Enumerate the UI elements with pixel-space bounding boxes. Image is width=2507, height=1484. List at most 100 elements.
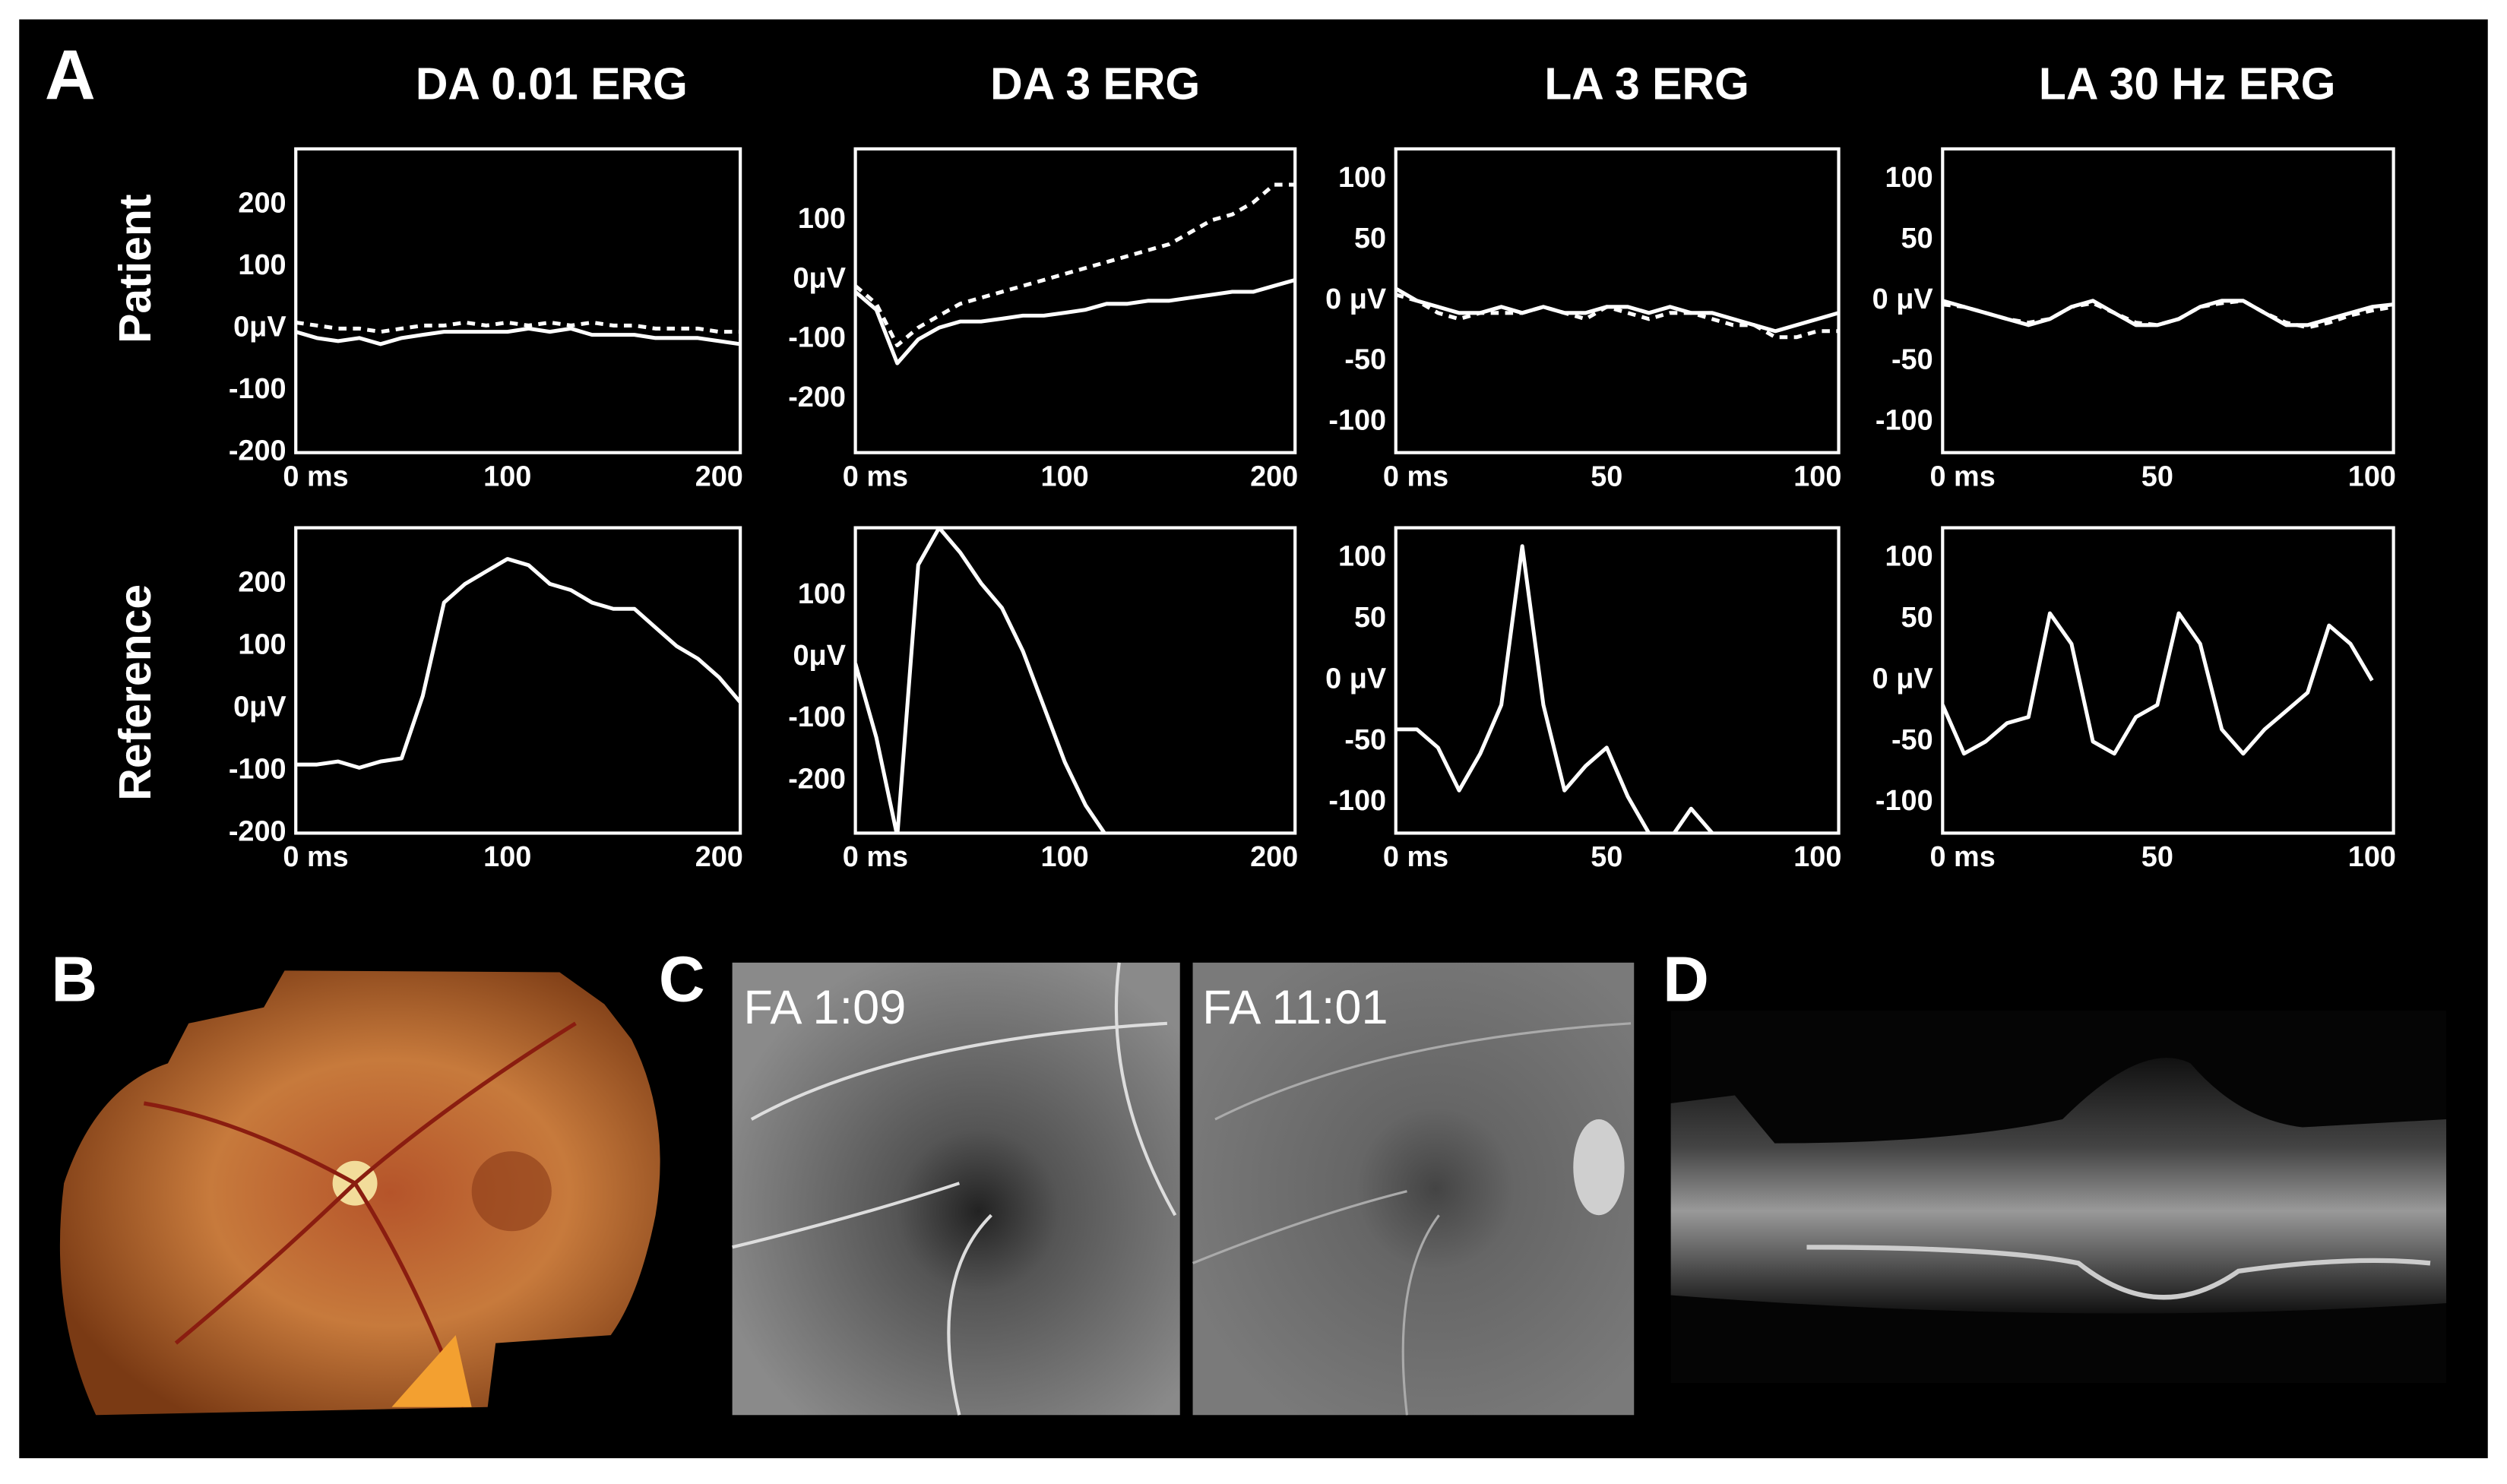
x-tick-label: 0 ms bbox=[843, 841, 908, 873]
y-tick-label: -100 bbox=[1876, 785, 1933, 817]
y-tick-label: -200 bbox=[229, 815, 286, 847]
row-label: Patient bbox=[111, 195, 160, 343]
y-tick-label: -100 bbox=[1328, 405, 1386, 437]
plot-frame bbox=[853, 526, 1297, 835]
plot-frame bbox=[1394, 147, 1841, 454]
y-tick-label: -50 bbox=[1891, 724, 1933, 756]
image-label: FA 11:01 bbox=[1202, 981, 1388, 1034]
x-tick-label: 200 bbox=[695, 841, 743, 873]
panel-label: B bbox=[51, 943, 97, 1014]
plot-frame bbox=[294, 526, 742, 835]
x-tick-label: 200 bbox=[1250, 841, 1298, 873]
x-tick-label: 100 bbox=[1041, 460, 1089, 492]
y-tick-label: 100 bbox=[238, 628, 286, 660]
column-title: DA 3 ERG bbox=[990, 60, 1200, 109]
image-label: FA 1:09 bbox=[743, 981, 906, 1034]
x-tick-label: 100 bbox=[483, 841, 531, 873]
x-tick-label: 100 bbox=[2348, 841, 2396, 873]
x-tick-label: 200 bbox=[695, 460, 743, 492]
x-tick-label: 0 ms bbox=[283, 460, 348, 492]
y-tick-label: 0 μV bbox=[1325, 663, 1386, 695]
x-tick-label: 100 bbox=[1793, 841, 1841, 873]
y-tick-label: -100 bbox=[1876, 405, 1933, 437]
oct-image bbox=[1670, 1010, 2447, 1384]
trace bbox=[1395, 293, 1839, 340]
x-tick-label: 100 bbox=[1793, 460, 1841, 492]
erg-chart: 100 50 0 μV -50 -100 0 ms 50 100 bbox=[1872, 526, 2396, 873]
x-tick-label: 0 ms bbox=[283, 841, 348, 873]
erg-chart: 100 50 0 μV -50 -100 0 ms 50 100 bbox=[1872, 147, 2396, 492]
x-tick-label: 50 bbox=[1591, 841, 1622, 873]
column-title: LA 3 ERG bbox=[1544, 60, 1749, 109]
y-tick-label: 0μV bbox=[233, 312, 286, 343]
column-title: DA 0.01 ERG bbox=[416, 60, 688, 109]
y-tick-label: 100 bbox=[798, 578, 846, 610]
y-tick-label: 50 bbox=[1901, 223, 1933, 255]
x-tick-label: 0 ms bbox=[1383, 460, 1448, 492]
y-tick-label: -100 bbox=[229, 753, 286, 785]
y-tick-label: 100 bbox=[1885, 541, 1933, 573]
y-tick-label: 0μV bbox=[233, 691, 286, 723]
y-tick-label: -50 bbox=[1344, 344, 1386, 376]
panel-label: A bbox=[45, 36, 96, 115]
plot-frame bbox=[1394, 526, 1841, 835]
row-label: Reference bbox=[111, 584, 160, 801]
y-tick-label: 200 bbox=[238, 566, 286, 598]
x-tick-label: 50 bbox=[2141, 460, 2173, 492]
y-tick-label: 0 μV bbox=[1872, 283, 1933, 315]
erg-chart: 100 50 0 μV -50 -100 0 ms 50 100 bbox=[1325, 147, 1841, 492]
y-tick-label: 50 bbox=[1354, 602, 1386, 634]
y-tick-label: 0 μV bbox=[1325, 283, 1386, 315]
y-tick-label: 200 bbox=[238, 187, 286, 219]
erg-chart: 100 0μV -100 -200 0 ms 100 200 bbox=[788, 526, 1298, 873]
erg-chart: 100 50 0 μV -50 -100 0 ms 50 100 bbox=[1325, 526, 1841, 873]
plot-frame bbox=[1941, 526, 2395, 835]
y-tick-label: 100 bbox=[1885, 162, 1933, 194]
fa-image: FA 11:01 bbox=[1192, 962, 1635, 1416]
erg-chart: 100 0μV -100 -200 0 ms 100 200 bbox=[788, 147, 1298, 492]
trace bbox=[296, 557, 741, 770]
y-tick-label: 100 bbox=[238, 249, 286, 281]
x-tick-label: 100 bbox=[483, 460, 531, 492]
y-tick-label: 100 bbox=[1338, 162, 1386, 194]
y-tick-label: 50 bbox=[1354, 223, 1386, 255]
trace bbox=[1395, 286, 1839, 334]
plot-frame bbox=[853, 147, 1297, 454]
y-tick-label: -200 bbox=[788, 763, 846, 795]
x-tick-label: 0 ms bbox=[1383, 841, 1448, 873]
y-tick-label: 100 bbox=[798, 203, 846, 235]
y-tick-label: 100 bbox=[1338, 541, 1386, 573]
y-tick-label: -100 bbox=[788, 322, 846, 354]
trace bbox=[855, 527, 1107, 834]
x-tick-label: 100 bbox=[2348, 460, 2396, 492]
trace bbox=[296, 326, 741, 346]
trace bbox=[1942, 611, 2374, 756]
panel-label: D bbox=[1663, 943, 1709, 1014]
y-tick-label: -200 bbox=[788, 381, 846, 413]
x-tick-label: 0 ms bbox=[1929, 460, 1995, 492]
y-tick-label: 0μV bbox=[793, 640, 846, 672]
trace bbox=[855, 278, 1296, 365]
panel-label: C bbox=[659, 943, 705, 1014]
trace bbox=[296, 320, 741, 334]
x-tick-label: 200 bbox=[1250, 460, 1298, 492]
fundus-photo bbox=[59, 970, 660, 1416]
y-tick-label: -50 bbox=[1891, 344, 1933, 376]
x-tick-label: 50 bbox=[1591, 460, 1622, 492]
y-tick-label: 0μV bbox=[793, 262, 846, 294]
y-tick-label: -200 bbox=[229, 435, 286, 467]
plot-frame bbox=[294, 147, 742, 454]
y-tick-label: -50 bbox=[1344, 724, 1386, 756]
x-tick-label: 100 bbox=[1041, 841, 1089, 873]
x-tick-label: 0 ms bbox=[843, 460, 908, 492]
fa-image: FA 1:09 bbox=[732, 962, 1180, 1416]
y-tick-label: -100 bbox=[229, 373, 286, 405]
trace bbox=[1395, 544, 1714, 834]
column-title: LA 30 Hz ERG bbox=[2039, 60, 2336, 109]
x-tick-label: 50 bbox=[2141, 841, 2173, 873]
y-tick-label: -100 bbox=[788, 701, 846, 733]
